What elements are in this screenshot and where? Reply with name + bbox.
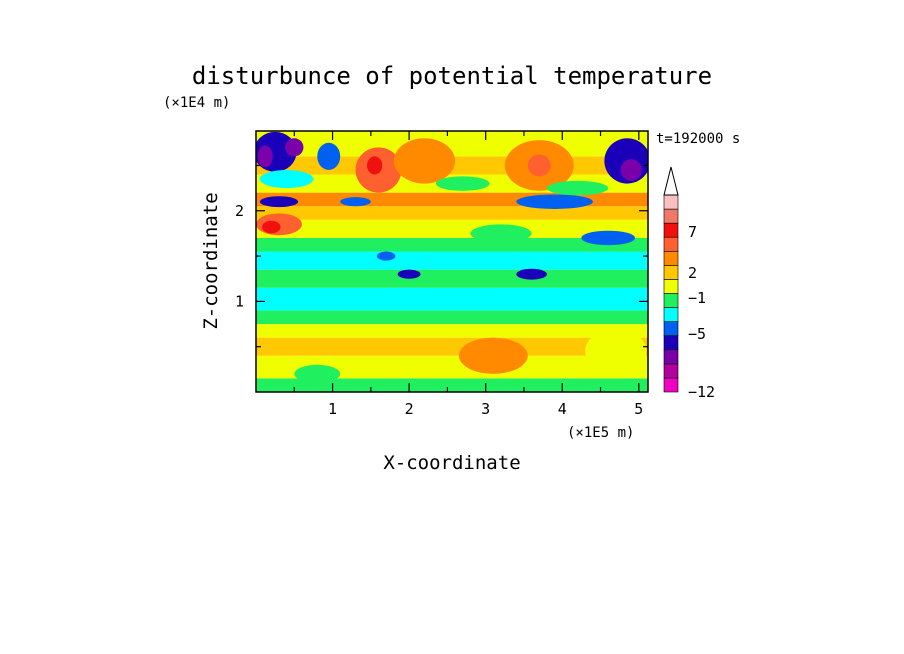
colorbar-cell-8 — [663, 265, 679, 280]
heatmap-blob-21 — [546, 180, 609, 196]
y-axis-label: Z-coordinate — [200, 192, 222, 329]
heatmap-blob-13 — [259, 196, 299, 208]
x-tick-label-3: 4 — [558, 400, 567, 418]
colorbar-label-3: −5 — [688, 325, 706, 343]
heatmap-blob-7 — [262, 220, 281, 234]
heatmap-blob-3 — [317, 142, 341, 170]
y-unit-label: (×1E4 m) — [163, 95, 230, 111]
colorbar-label-1: 2 — [688, 264, 697, 282]
y-tick-label-0: 1 — [235, 292, 244, 310]
heatmap-blob-5 — [620, 159, 642, 181]
heatmap-blob-26 — [340, 197, 371, 207]
heatmap-blob-10 — [393, 138, 456, 184]
colorbar-arrow — [663, 166, 679, 196]
x-tick-label-1: 2 — [405, 400, 414, 418]
x-axis: 1 2 3 4 5 — [293, 131, 643, 418]
colorbar-cell-1 — [663, 363, 679, 379]
heatmap-blob-12 — [527, 154, 551, 177]
heatmap-band-7 — [256, 251, 648, 270]
heatmap-band-4 — [256, 310, 648, 325]
x-tick-label-4: 5 — [634, 400, 643, 418]
colorbar-label-0: 7 — [688, 223, 697, 241]
heatmap-band-5 — [256, 287, 648, 311]
heatmap-band-9 — [256, 219, 648, 238]
x-axis-label: X-coordinate — [383, 452, 520, 474]
colorbar-cell-3 — [663, 335, 679, 351]
colorbar-cell-7 — [663, 279, 679, 294]
time-label: t=192000 s — [656, 131, 740, 147]
heatmap-blob-17 — [516, 268, 547, 280]
heatmap-blob-1 — [257, 145, 273, 168]
heatmap-band-0 — [256, 378, 648, 392]
heatmap-blob-20 — [435, 176, 490, 191]
heatmap-blob-14 — [516, 194, 593, 209]
chart-title: disturbunce of potential temperature — [192, 62, 712, 90]
heatmap-blob-25 — [470, 224, 532, 243]
heatmap-blob-16 — [397, 269, 421, 279]
colorbar-cell-9 — [663, 250, 679, 266]
colorbar-cell-12 — [663, 208, 679, 224]
colorbar-cell-5 — [663, 307, 679, 322]
colorbar-cell-11 — [663, 222, 679, 238]
heatmap-band-6 — [256, 269, 648, 288]
colorbar-cell-0 — [663, 377, 679, 393]
colorbar-cell-6 — [663, 293, 679, 308]
y-tick-label-1: 2 — [235, 202, 244, 220]
x-tick-label-0: 1 — [328, 400, 337, 418]
x-unit-label: (×1E5 m) — [567, 425, 634, 441]
colorbar-label-2: −1 — [688, 289, 706, 307]
colorbar-cell-13 — [663, 194, 679, 210]
heatmap-band-2 — [256, 337, 648, 356]
heatmap-band-1 — [256, 355, 648, 379]
colorbar-label-4: −12 — [688, 383, 715, 401]
colorbar: 7 2 −1 −5 −12 — [663, 166, 715, 401]
heatmap-field — [256, 131, 648, 392]
heatmap-blob-15 — [581, 230, 635, 246]
colorbar-cell-10 — [663, 236, 679, 252]
heatmap-blob-24 — [294, 364, 341, 383]
heatmap-blob-23 — [585, 328, 647, 374]
heatmap-blob-2 — [285, 138, 304, 157]
heatmap-band-3 — [256, 324, 648, 338]
heatmap-blob-19 — [259, 169, 314, 189]
colorbar-cell-2 — [663, 349, 679, 365]
plot-frame — [255, 130, 649, 393]
heatmap-band-10 — [256, 206, 648, 220]
heatmap-blob-9 — [367, 156, 383, 175]
heatmap-blob-18 — [376, 251, 396, 261]
colorbar-cell-4 — [663, 321, 679, 337]
heatmap-blob-22 — [458, 337, 528, 374]
heatmap-band-8 — [256, 237, 648, 252]
x-tick-label-2: 3 — [481, 400, 490, 418]
y-axis: 12 — [235, 164, 648, 348]
